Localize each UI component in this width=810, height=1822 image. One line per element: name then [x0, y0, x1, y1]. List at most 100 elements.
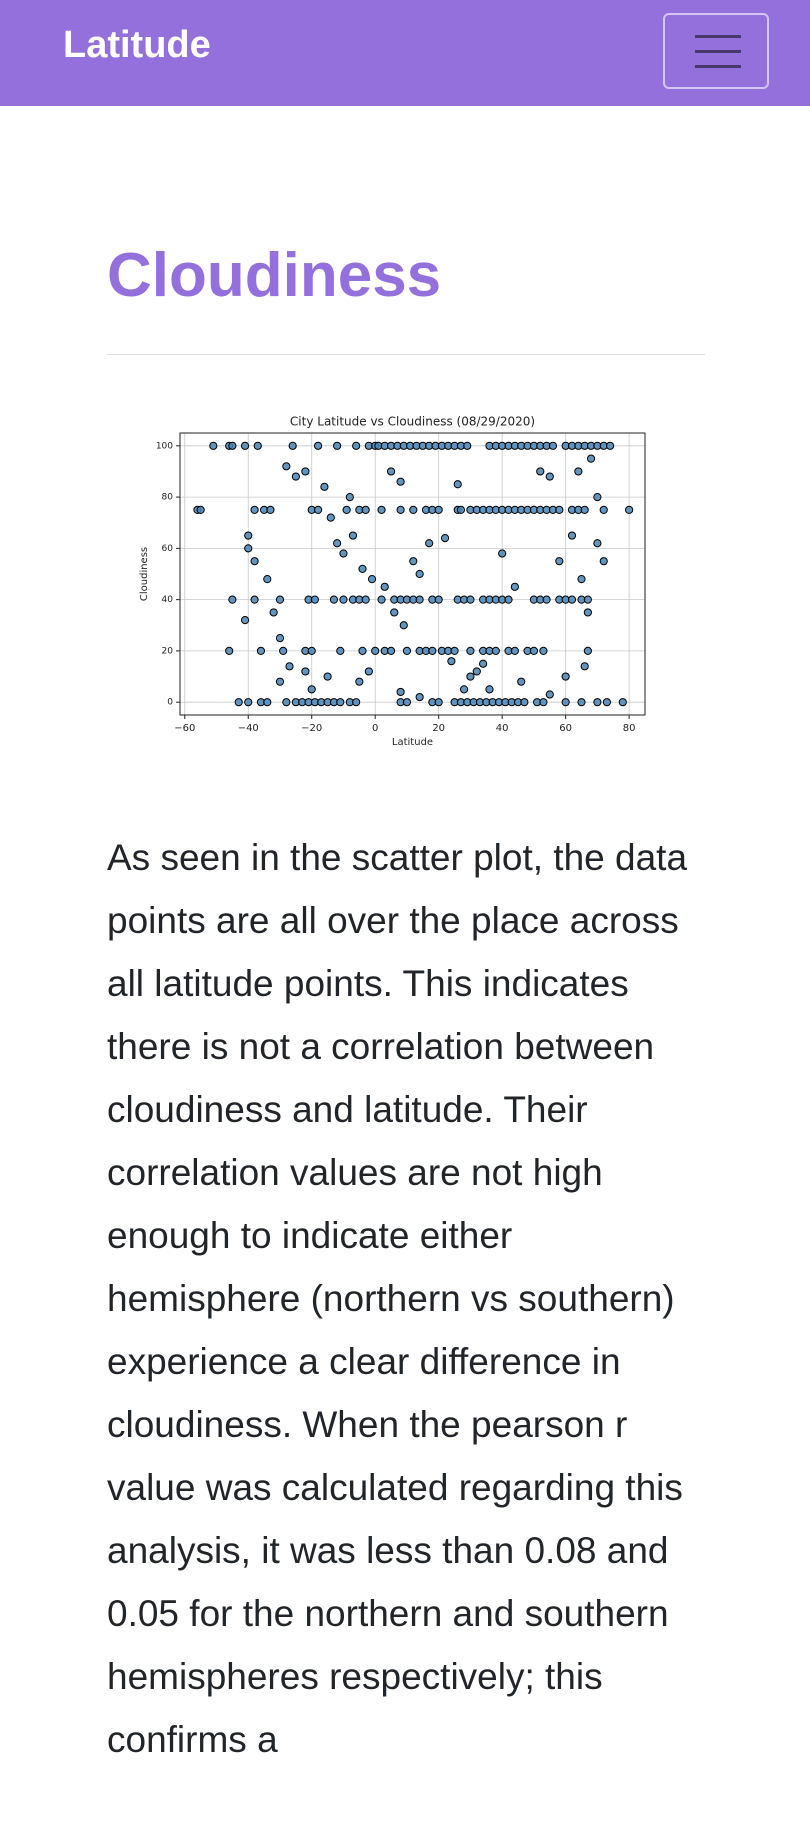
point: [409, 557, 418, 566]
point: [358, 646, 367, 656]
point: [275, 633, 285, 643]
point: [498, 549, 507, 558]
point: [536, 467, 545, 476]
y-tick-label: 100: [156, 441, 173, 451]
point: [390, 608, 399, 617]
point: [326, 513, 335, 522]
point: [428, 646, 437, 656]
point: [240, 616, 250, 625]
point: [605, 441, 615, 450]
navbar: Latitude: [0, 0, 810, 106]
point: [555, 505, 564, 515]
x-tick-label: 80: [623, 723, 636, 734]
point: [225, 646, 234, 656]
point: [510, 582, 519, 591]
point: [361, 505, 370, 515]
menu-toggle[interactable]: [663, 13, 769, 89]
point: [333, 539, 342, 548]
point: [434, 698, 443, 707]
point: [380, 582, 389, 591]
point: [548, 441, 558, 450]
divider: [107, 354, 705, 355]
point: [593, 698, 602, 707]
point: [196, 505, 205, 515]
toggle-bar: [695, 65, 741, 68]
point: [510, 646, 519, 656]
heading: Cloudiness: [107, 241, 442, 310]
y-tick-label: 60: [162, 544, 174, 554]
point: [504, 595, 513, 604]
point: [415, 595, 424, 604]
point: [244, 544, 253, 553]
toggle-bar: [695, 50, 741, 53]
brand[interactable]: Latitude: [63, 24, 211, 66]
point: [307, 646, 316, 656]
point: [517, 677, 526, 686]
point: [234, 698, 243, 707]
point: [307, 685, 316, 694]
point: [228, 441, 237, 450]
point: [269, 608, 278, 617]
x-tick-label: 0: [372, 723, 378, 734]
point: [402, 698, 412, 707]
point: [313, 505, 323, 515]
point: [618, 698, 627, 707]
point: [396, 505, 405, 515]
plot-frame: [179, 432, 646, 716]
toggle-bar: [695, 35, 741, 38]
point: [539, 698, 548, 707]
x-tick-label: −60: [174, 723, 195, 734]
point: [434, 505, 443, 515]
point: [580, 662, 589, 671]
point: [402, 646, 412, 656]
point: [425, 539, 434, 548]
point: [253, 441, 262, 450]
y-axis-label: Cloudiness: [139, 547, 150, 601]
point: [358, 564, 367, 573]
point: [282, 698, 291, 707]
point: [529, 646, 539, 656]
x-tick-label: 40: [496, 723, 509, 734]
point: [561, 698, 570, 707]
chart-title: City Latitude vs Cloudiness (08/29/2020): [290, 415, 535, 429]
point: [256, 646, 266, 656]
point: [542, 595, 551, 604]
point: [244, 698, 253, 707]
point: [263, 698, 272, 707]
point: [447, 657, 456, 666]
point: [567, 531, 577, 540]
chart: City Latitude vs Cloudiness (08/29/2020)…: [139, 415, 646, 748]
point: [345, 492, 354, 502]
point: [291, 472, 300, 481]
point: [583, 595, 592, 604]
point: [593, 539, 602, 548]
point: [459, 685, 469, 694]
point: [301, 467, 310, 476]
point: [355, 677, 364, 686]
point: [386, 467, 396, 476]
point: [625, 505, 634, 515]
point: [586, 454, 596, 463]
point: [329, 595, 339, 604]
point: [520, 698, 529, 707]
point: [599, 557, 608, 566]
point: [342, 505, 351, 515]
x-tick-label: 60: [559, 723, 572, 734]
x-tick-label: 20: [432, 723, 445, 734]
point: [466, 595, 475, 604]
point: [466, 672, 475, 681]
point: [275, 595, 285, 604]
point: [352, 698, 361, 707]
point: [567, 595, 577, 604]
point: [266, 505, 275, 515]
point: [209, 441, 218, 450]
point: [339, 549, 348, 558]
point: [279, 646, 288, 656]
point: [466, 646, 475, 656]
point: [545, 472, 554, 481]
point: [485, 685, 494, 694]
point: [574, 467, 583, 476]
point: [456, 505, 466, 515]
point: [396, 687, 405, 697]
